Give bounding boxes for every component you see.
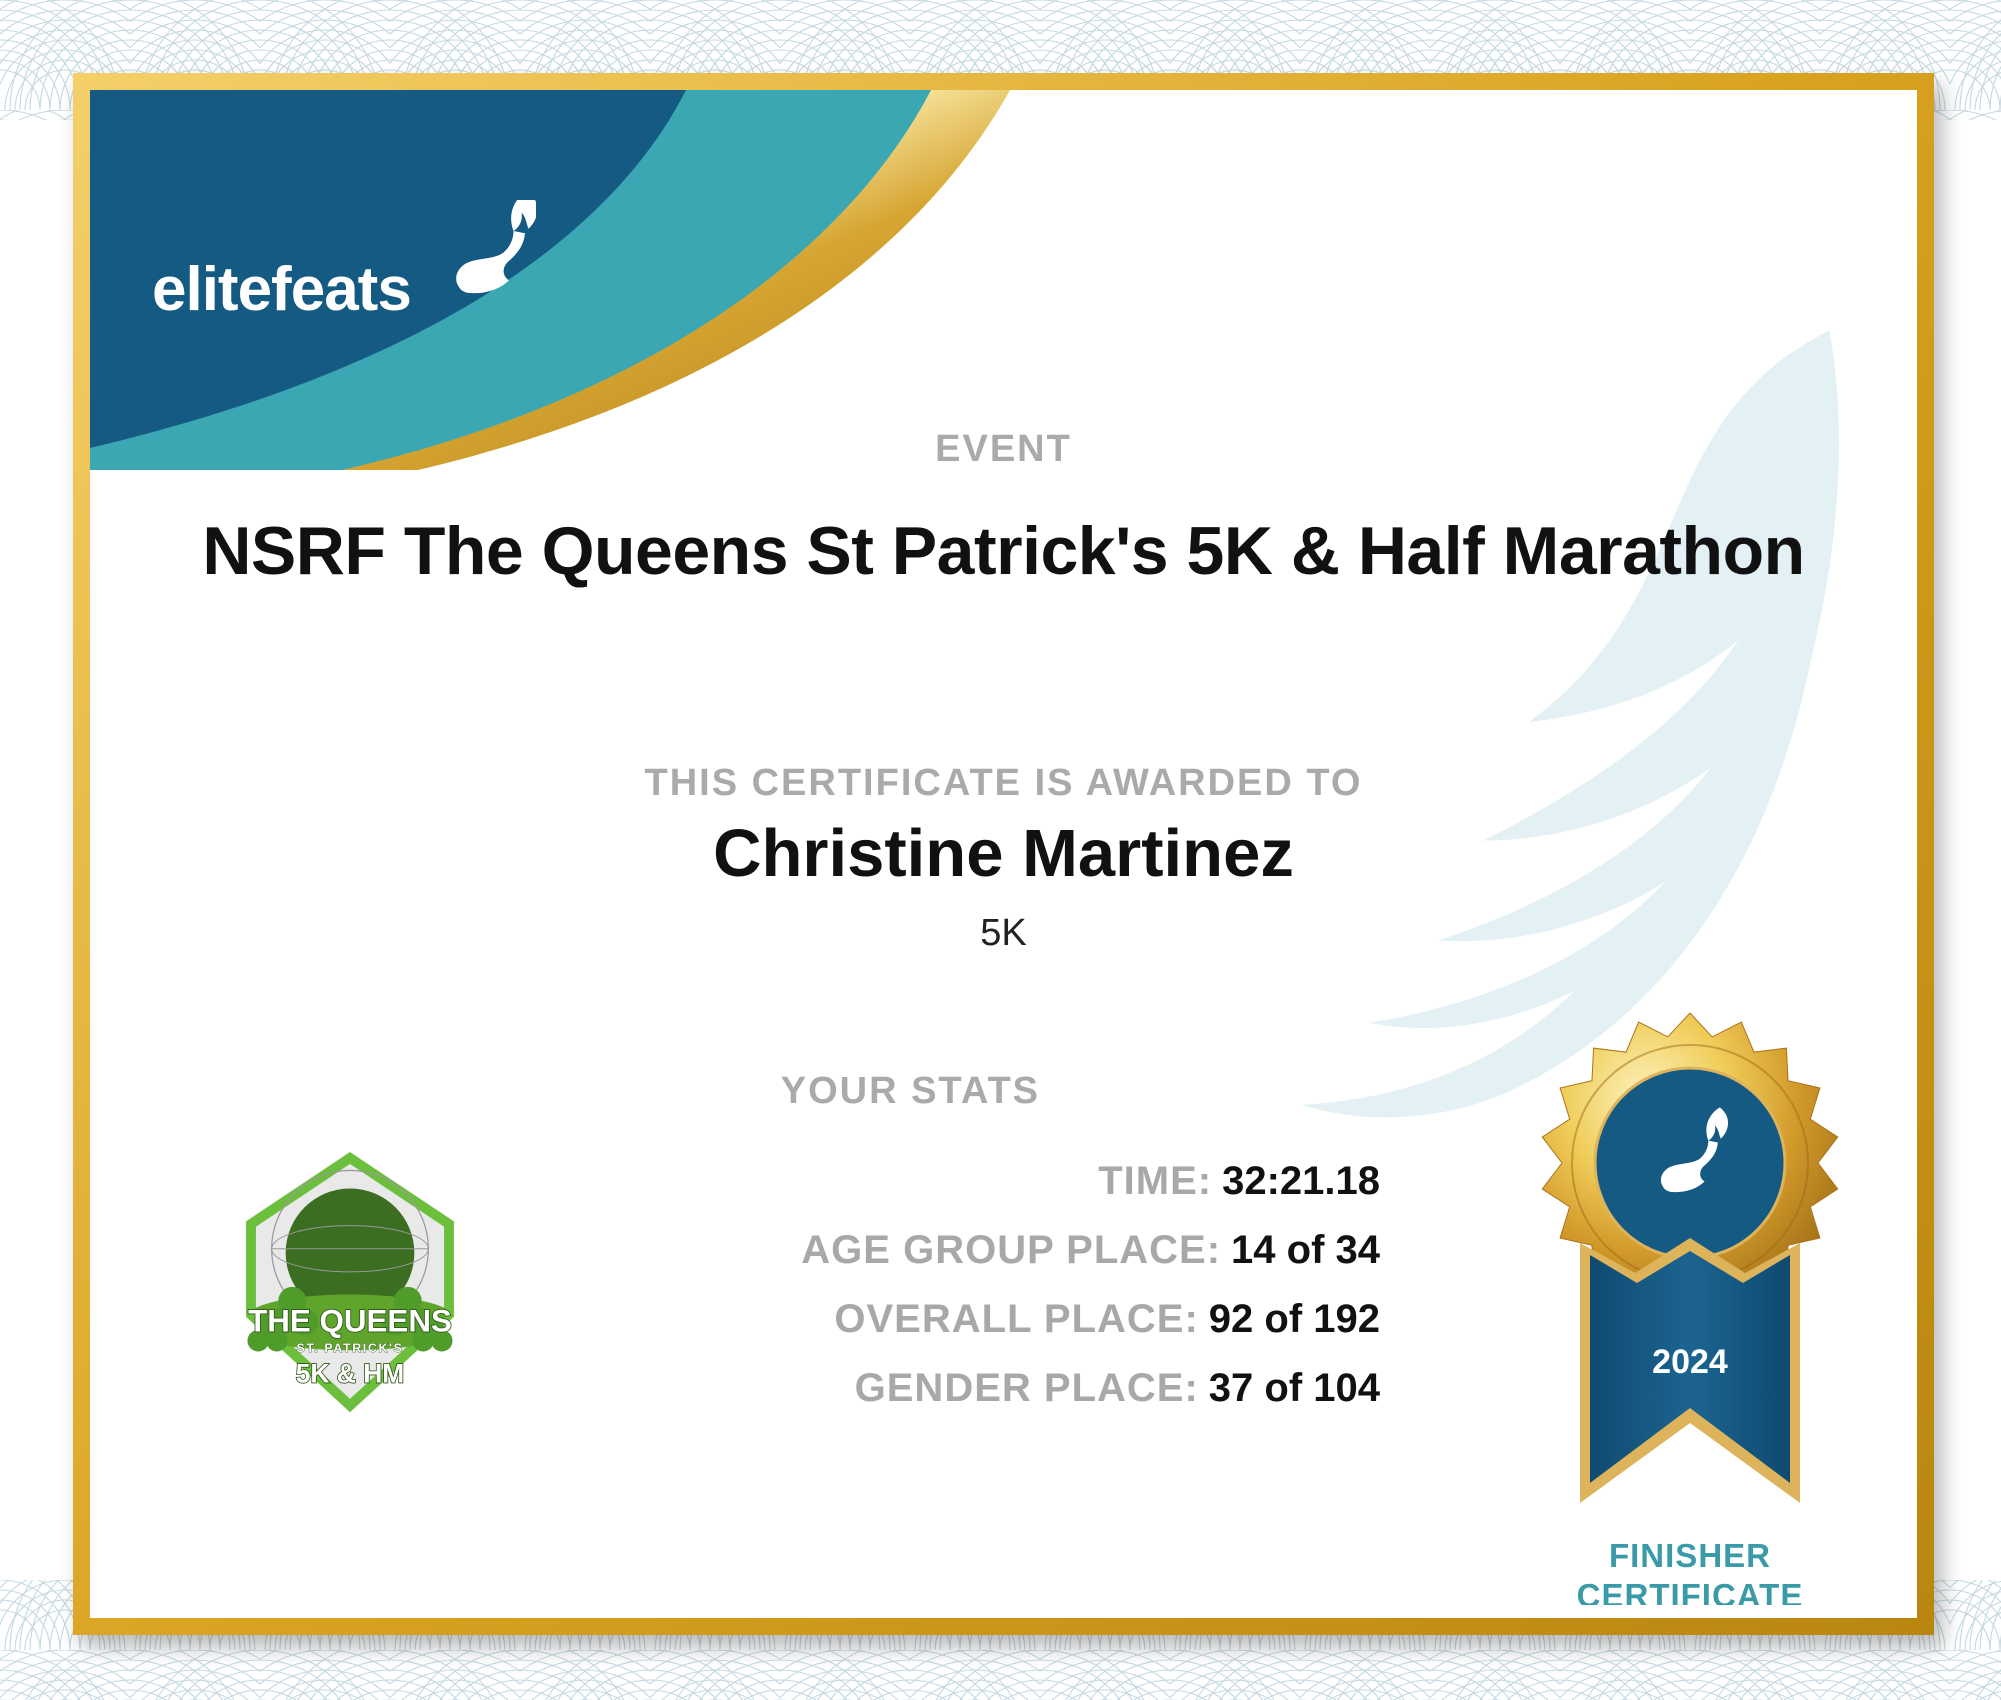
svg-text:2024: 2024 (1652, 1343, 1728, 1381)
svg-text:THE QUEENS: THE QUEENS (248, 1303, 452, 1338)
svg-text:ST. PATRICK'S: ST. PATRICK'S (296, 1341, 403, 1355)
svg-text:CERTIFICATE: CERTIFICATE (1577, 1577, 1804, 1605)
svg-text:5K & HM: 5K & HM (296, 1358, 405, 1388)
svg-text:FINISHER: FINISHER (1609, 1537, 1771, 1574)
